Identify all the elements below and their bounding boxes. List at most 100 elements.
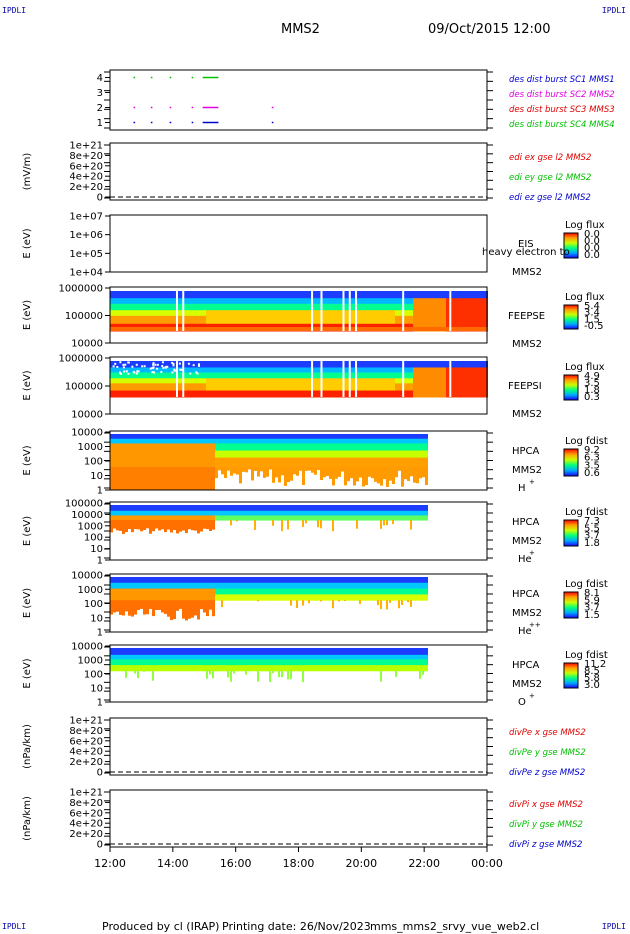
spectrum-cell xyxy=(356,515,359,521)
panel-hpca_h-tick-label: 1000 xyxy=(78,442,103,453)
spectrum-cell xyxy=(308,457,311,468)
corner-label-bottom-right: IPDLI xyxy=(601,922,626,931)
spectrum-cell xyxy=(227,303,230,311)
spectrum-cell xyxy=(188,457,191,468)
spectrum-cell xyxy=(419,654,422,660)
panel-feepsi-colorbar-tick: 1.8 xyxy=(584,385,600,396)
spectrum-cell xyxy=(194,315,197,325)
spectrum-cell xyxy=(443,390,446,398)
spectrum-cell xyxy=(212,520,215,530)
spectrum-cell xyxy=(146,600,149,615)
spectrum-cell xyxy=(170,438,173,444)
spectrum-cell xyxy=(275,390,278,398)
spectrum-cell xyxy=(431,298,434,305)
spectrum-cell xyxy=(299,327,302,331)
spectrum-cell xyxy=(257,434,260,440)
spectrum-cell xyxy=(191,310,194,317)
spectrum-cell xyxy=(173,648,176,656)
spectrum-cell xyxy=(434,315,437,325)
spectrum-cell xyxy=(281,659,284,666)
spectrum-cell xyxy=(416,443,419,452)
spectrum-cell xyxy=(299,457,302,468)
spectrum-cell xyxy=(305,648,308,656)
spectrum-cell xyxy=(140,438,143,444)
spectrum-cell xyxy=(332,383,335,392)
spectrum-cell xyxy=(182,654,185,660)
data-gap xyxy=(171,371,174,374)
spectrum-cell xyxy=(407,367,410,374)
spectrum-cell xyxy=(161,510,164,516)
spectrum-cell xyxy=(260,659,263,666)
spectrum-cell xyxy=(395,582,398,590)
spectrum-cell xyxy=(302,457,305,468)
panel-hpca_h-tick-label: 10 xyxy=(90,471,103,482)
spectrum-cell xyxy=(416,327,419,331)
spectrum-cell xyxy=(215,588,218,595)
spectrum-cell xyxy=(176,594,179,601)
spectrum-cell xyxy=(254,588,257,595)
spectrum-cell xyxy=(158,372,161,379)
spectrum-cell xyxy=(338,303,341,311)
spectrum-cell xyxy=(137,600,140,610)
spectrum-cell xyxy=(374,577,377,584)
spectrum-cell xyxy=(197,600,200,620)
spectrum-cell xyxy=(422,367,425,374)
spectrum-cell xyxy=(320,648,323,656)
spectrum-cell xyxy=(149,443,152,452)
spectrum-cell xyxy=(419,291,422,299)
spectrum-cell xyxy=(119,367,122,374)
spectrum-cell xyxy=(110,367,113,374)
spectrum-cell xyxy=(386,520,388,526)
spectrum-cell xyxy=(437,298,440,305)
panel-feepsi-colorbar-label: Log flux xyxy=(565,362,605,373)
spectrum-cell xyxy=(284,291,287,299)
spectrum-cell xyxy=(167,383,170,392)
spectrum-cell xyxy=(227,383,230,392)
spectrum-cell xyxy=(113,600,116,613)
spectrum-cell xyxy=(206,438,209,444)
spectrum-cell xyxy=(155,438,158,444)
panel-divpi-tick-label: 0 xyxy=(97,840,103,851)
spectrum-cell xyxy=(164,457,167,468)
spectrum-cell xyxy=(335,310,338,317)
spectrum-cell xyxy=(413,378,416,384)
spectrum-cell xyxy=(281,367,284,374)
spectrum-cell xyxy=(287,303,290,311)
spectrum-cell xyxy=(293,372,296,379)
spectrum-cell xyxy=(131,510,134,516)
spectrum-cell xyxy=(266,582,269,590)
spectrum-cell xyxy=(215,434,218,440)
spectrum-cell xyxy=(296,600,298,608)
spectrum-cell xyxy=(359,310,362,317)
spectrum-cell xyxy=(161,515,164,521)
spectrum-cell xyxy=(239,515,242,521)
spectrum-cell xyxy=(254,378,257,384)
spectrum-cell xyxy=(155,310,158,317)
spectrum-cell xyxy=(191,520,194,531)
spectrum-cell xyxy=(185,588,188,595)
spectrum-cell xyxy=(161,443,164,452)
spectrum-cell xyxy=(329,577,332,584)
spectrum-cell xyxy=(230,457,233,468)
spectrum-cell xyxy=(152,303,155,311)
spectrum-cell xyxy=(209,654,212,660)
spectrum-cell xyxy=(413,577,416,584)
spectrum-cell xyxy=(236,510,239,516)
spectrum-cell xyxy=(371,654,374,660)
spectrum-cell xyxy=(119,443,122,452)
spectrum-cell xyxy=(212,303,215,311)
spectrum-cell xyxy=(224,390,227,398)
spectrum-cell xyxy=(161,390,164,398)
spectrum-cell xyxy=(347,390,350,398)
spectrum-cell xyxy=(173,505,176,512)
panel-eis-tick-label: 1e+05 xyxy=(69,249,103,260)
spectrum-cell xyxy=(368,378,371,384)
spectrum-cell xyxy=(176,582,179,590)
spectrum-cell xyxy=(455,367,458,374)
spectrum-cell xyxy=(113,582,116,590)
spectrum-cell xyxy=(422,505,425,512)
spectrum-cell xyxy=(284,327,287,331)
spectrum-cell xyxy=(362,372,365,379)
spectrum-cell xyxy=(368,361,371,368)
spectrum-cell xyxy=(122,659,125,666)
